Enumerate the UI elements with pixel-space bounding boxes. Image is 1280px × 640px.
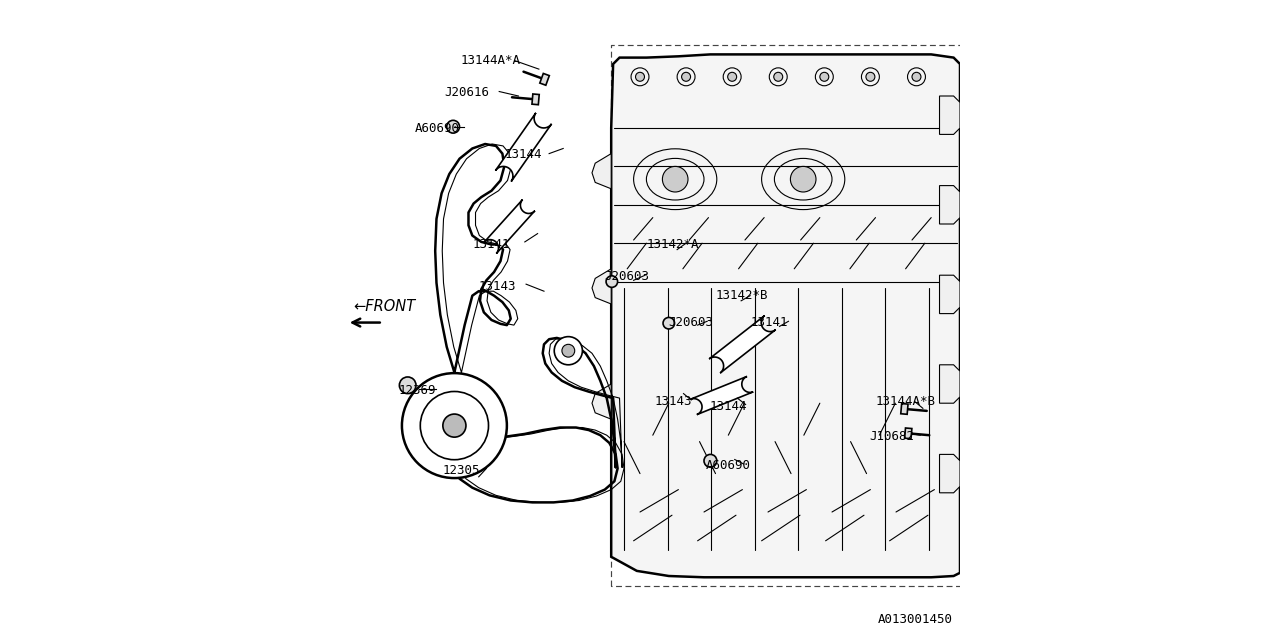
Text: 13143: 13143 — [479, 280, 516, 293]
Circle shape — [791, 166, 817, 192]
Circle shape — [820, 72, 829, 81]
Text: 13144A*A: 13144A*A — [461, 54, 521, 67]
Polygon shape — [532, 94, 539, 105]
Circle shape — [443, 414, 466, 437]
Circle shape — [402, 373, 507, 478]
Polygon shape — [709, 316, 776, 373]
Text: 13141: 13141 — [750, 316, 787, 329]
Circle shape — [554, 337, 582, 365]
Text: 13144: 13144 — [504, 148, 541, 161]
Polygon shape — [940, 365, 960, 403]
Polygon shape — [591, 154, 612, 189]
Polygon shape — [940, 96, 960, 134]
Circle shape — [399, 377, 416, 394]
Text: 13142*B: 13142*B — [716, 289, 768, 302]
Text: 12369: 12369 — [398, 384, 435, 397]
Circle shape — [663, 317, 675, 329]
Circle shape — [704, 454, 717, 467]
Text: 13143: 13143 — [654, 396, 691, 408]
Text: A60690: A60690 — [415, 122, 460, 134]
Text: J10682: J10682 — [869, 430, 914, 443]
Polygon shape — [691, 376, 753, 415]
Polygon shape — [484, 200, 535, 253]
Text: J20616: J20616 — [445, 86, 490, 99]
Polygon shape — [495, 113, 552, 182]
Circle shape — [420, 392, 489, 460]
Circle shape — [681, 72, 691, 81]
Polygon shape — [591, 384, 612, 419]
Circle shape — [773, 72, 783, 81]
Polygon shape — [905, 428, 911, 439]
Polygon shape — [940, 186, 960, 224]
Polygon shape — [940, 275, 960, 314]
Circle shape — [865, 72, 876, 81]
Polygon shape — [940, 454, 960, 493]
Text: 13141: 13141 — [472, 238, 509, 251]
Circle shape — [607, 276, 618, 287]
Polygon shape — [540, 74, 549, 85]
Polygon shape — [612, 54, 960, 577]
Text: J20603: J20603 — [668, 316, 714, 329]
Text: 13144A*B: 13144A*B — [876, 396, 936, 408]
Text: 13142*A: 13142*A — [646, 238, 699, 251]
Circle shape — [447, 120, 460, 133]
Circle shape — [562, 344, 575, 357]
Polygon shape — [591, 269, 612, 304]
Polygon shape — [901, 404, 908, 414]
Circle shape — [728, 72, 737, 81]
Circle shape — [911, 72, 922, 81]
Text: J20603: J20603 — [604, 270, 650, 283]
Circle shape — [663, 166, 689, 192]
Text: 13144: 13144 — [709, 400, 746, 413]
Text: 12305: 12305 — [443, 464, 480, 477]
Text: ←FRONT: ←FRONT — [353, 299, 416, 314]
Text: A60690: A60690 — [705, 460, 750, 472]
Text: A013001450: A013001450 — [877, 613, 952, 626]
Circle shape — [635, 72, 645, 81]
